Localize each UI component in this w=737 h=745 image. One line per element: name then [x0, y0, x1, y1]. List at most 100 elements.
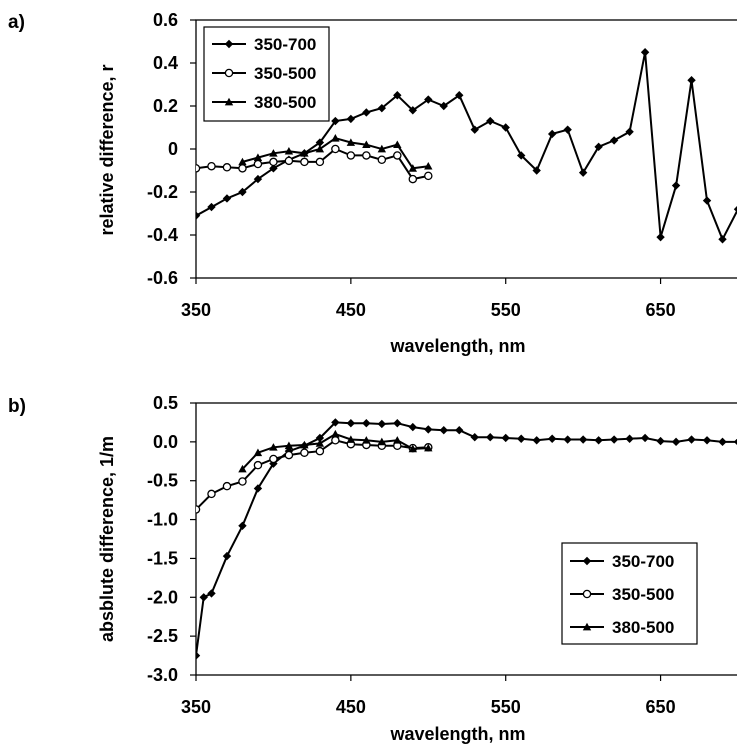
y-tick-label: -2.5 — [147, 626, 178, 646]
data-point — [455, 426, 464, 435]
data-point — [346, 151, 356, 160]
legend-item: 380-500 — [570, 618, 674, 637]
data-point — [253, 460, 263, 470]
legend-item: 350-700 — [570, 552, 674, 571]
panel-b-x-title: wavelength, nm — [389, 724, 525, 744]
series-line — [196, 147, 429, 181]
x-tick-label: 650 — [646, 300, 676, 320]
data-point — [563, 435, 572, 444]
data-point — [470, 125, 479, 134]
data-point — [253, 159, 263, 169]
y-tick-label: -0.2 — [147, 182, 178, 202]
data-point — [207, 589, 216, 598]
y-tick-label: 0 — [168, 139, 178, 159]
data-point — [331, 418, 340, 427]
data-point — [238, 157, 247, 166]
data-point — [315, 439, 325, 447]
data-point — [207, 202, 216, 212]
data-point — [640, 433, 650, 443]
data-point — [238, 187, 247, 197]
legend-label: 350-500 — [612, 585, 674, 604]
data-point — [315, 138, 325, 147]
data-point — [315, 157, 325, 167]
data-point — [609, 435, 619, 444]
x-tick-label: 550 — [491, 697, 521, 717]
y-tick-label: -1.5 — [147, 548, 178, 568]
y-tick-label: 0.4 — [153, 53, 178, 73]
data-point — [424, 443, 433, 452]
data-point — [393, 91, 402, 100]
data-point — [253, 174, 263, 184]
data-point — [346, 138, 356, 146]
data-point — [315, 144, 325, 153]
data-point — [238, 521, 247, 530]
x-tick-label: 350 — [181, 697, 211, 717]
data-point — [362, 436, 371, 444]
data-point — [362, 140, 371, 149]
data-point — [269, 164, 278, 173]
data-point — [269, 443, 278, 451]
data-point — [269, 157, 278, 167]
panel-b: b) -3.0 -2.5 -2.0 -1.5 -1.0 -0.5 0.0 0.5 350 450 5… — [8, 393, 737, 744]
data-point — [424, 162, 433, 170]
y-tick-label: -1.0 — [147, 510, 178, 530]
data-point — [222, 551, 232, 561]
panel-a-y-title: relative difference, r — [97, 64, 117, 235]
data-point — [362, 151, 371, 160]
data-point — [578, 435, 588, 444]
panel-b-series — [196, 418, 737, 660]
data-point — [300, 157, 309, 167]
data-point — [196, 211, 201, 220]
data-point — [377, 437, 387, 446]
data-point — [284, 441, 294, 450]
data-point — [393, 419, 402, 428]
data-point — [362, 419, 371, 428]
series-380-500 — [238, 429, 433, 473]
legend-label: 350-500 — [254, 64, 316, 83]
x-tick-label: 450 — [336, 697, 366, 717]
data-point — [439, 101, 448, 111]
data-point — [547, 434, 557, 443]
data-point — [315, 446, 325, 456]
panel-b-axes: -3.0 -2.5 -2.0 -1.5 -1.0 -0.5 0.0 0.5 350 450 550 6… — [147, 393, 676, 717]
data-point — [486, 432, 495, 442]
data-point — [733, 438, 737, 446]
data-point — [470, 432, 479, 442]
data-point — [253, 484, 263, 493]
legend-marker — [582, 622, 592, 631]
data-point — [346, 435, 356, 443]
y-tick-label: 0.5 — [153, 393, 178, 413]
data-point — [253, 153, 263, 161]
data-point — [517, 151, 526, 160]
panel-a-x-title: wavelength, nm — [389, 336, 525, 356]
legend-marker — [582, 589, 592, 599]
series-350-500 — [196, 144, 433, 184]
data-point — [625, 434, 634, 443]
series-line — [196, 439, 429, 511]
panel-a-series — [196, 48, 737, 244]
data-point — [656, 232, 665, 242]
legend-item: 350-700 — [212, 35, 316, 54]
data-point — [222, 163, 232, 172]
data-point — [671, 437, 681, 447]
legend-label: 350-700 — [254, 35, 316, 54]
data-point — [702, 436, 712, 445]
data-point — [377, 419, 387, 429]
data-point — [439, 426, 448, 435]
data-point — [424, 171, 433, 181]
data-point — [315, 433, 325, 443]
x-tick-label: 350 — [181, 300, 211, 320]
y-tick-label: 0.0 — [153, 432, 178, 452]
data-point — [238, 464, 247, 473]
x-tick-label: 450 — [336, 300, 366, 320]
data-point — [207, 489, 216, 499]
legend-marker — [224, 39, 234, 49]
data-point — [253, 448, 263, 457]
data-point — [300, 448, 309, 457]
data-point — [300, 440, 309, 449]
data-point — [532, 166, 541, 175]
legend-marker — [224, 68, 234, 78]
x-tick-label: 550 — [491, 300, 521, 320]
data-point — [393, 140, 402, 149]
